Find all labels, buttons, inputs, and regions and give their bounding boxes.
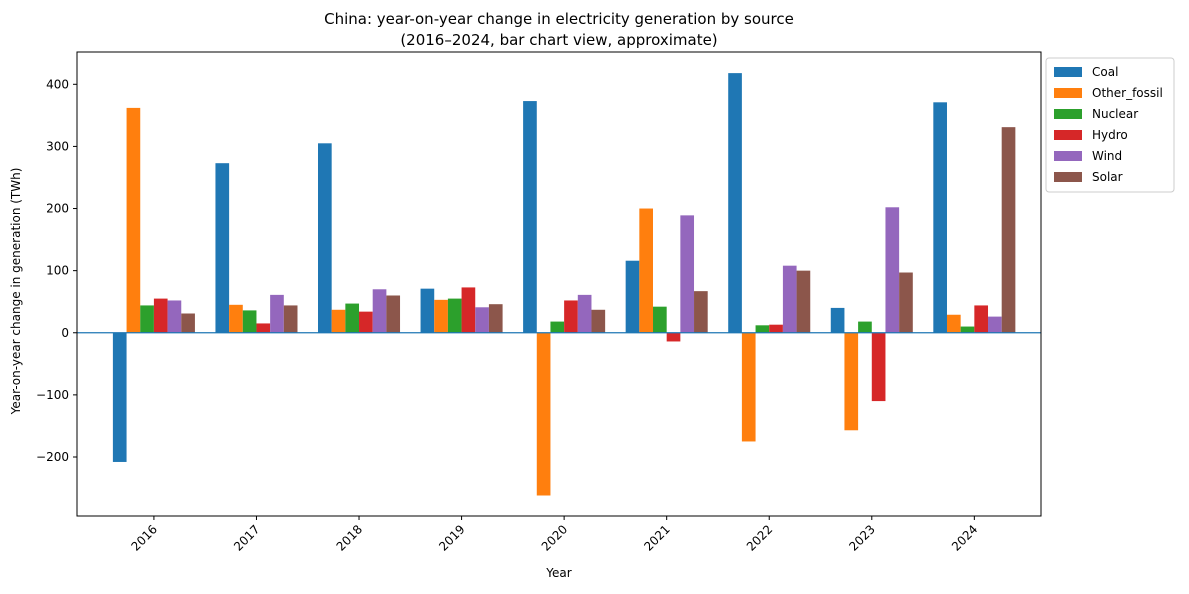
bar-other-fossil-2019 — [434, 299, 448, 333]
bar-nuclear-2022 — [755, 325, 770, 333]
bar-hydro-2020 — [564, 300, 578, 333]
y-tick-label: 100 — [46, 264, 69, 278]
bar-wind-2024 — [988, 316, 1002, 333]
y-axis-ticks: −200 −100 0 100 200 300 400 — [36, 77, 77, 464]
bar-wind-2020 — [577, 294, 592, 333]
y-tick-label: −100 — [36, 388, 69, 402]
bar-nuclear-2018 — [345, 303, 360, 333]
legend-swatch-coal — [1054, 67, 1082, 77]
bar-solar-2023 — [899, 272, 913, 333]
bar-other-fossil-2021 — [639, 208, 653, 333]
bar-hydro-2023 — [871, 332, 886, 402]
bar-coal-2021 — [625, 260, 640, 333]
bar-other-fossil-2022 — [741, 332, 756, 442]
bar-hydro-2024 — [974, 305, 989, 333]
bar-hydro-2021 — [666, 332, 681, 342]
bar-hydro-2022 — [769, 324, 783, 333]
x-tick-label-2022: 2022 — [744, 522, 775, 553]
bar-wind-2016 — [167, 300, 182, 333]
legend-label-solar: Solar — [1092, 170, 1123, 184]
x-tick-label-2024: 2024 — [949, 522, 980, 553]
bar-solar-2016 — [181, 313, 195, 333]
bar-wind-2021 — [680, 215, 695, 333]
chart-title-line-2: (2016–2024, bar chart view, approximate) — [400, 31, 717, 49]
bar-hydro-2018 — [359, 311, 373, 333]
legend-swatch-wind — [1054, 151, 1082, 161]
bar-nuclear-2024 — [960, 326, 975, 333]
bar-solar-2022 — [796, 270, 811, 333]
legend-label-other-fossil: Other_fossil — [1092, 86, 1163, 100]
bar-other-fossil-2016 — [126, 107, 141, 333]
y-tick-label: 0 — [61, 326, 69, 340]
bar-coal-2016 — [112, 332, 127, 462]
legend-label-nuclear: Nuclear — [1092, 107, 1138, 121]
bar-coal-2018 — [318, 143, 332, 333]
bar-coal-2022 — [728, 73, 742, 333]
bar-nuclear-2020 — [550, 321, 565, 333]
bar-coal-2024 — [933, 102, 947, 333]
y-tick-label: 400 — [46, 77, 69, 91]
bar-other-fossil-2018 — [331, 309, 346, 333]
bar-wind-2018 — [372, 289, 387, 333]
legend-swatch-other-fossil — [1054, 88, 1082, 98]
x-axis-ticks: 2016 2017 2018 2019 2020 2021 2022 2023 2024 — [129, 516, 980, 554]
bar-solar-2021 — [694, 291, 708, 333]
chart-title-line-1: China: year-on-year change in electricit… — [324, 10, 794, 28]
legend: Coal Other_fossil Nuclear Hydro Wind Solar — [1045, 57, 1175, 193]
y-axis-label: Year-on-year change in generation (TWh) — [9, 168, 23, 416]
legend-label-wind: Wind — [1092, 149, 1122, 163]
legend-swatch-nuclear — [1054, 109, 1082, 119]
y-tick-label: 300 — [46, 139, 69, 153]
bar-nuclear-2019 — [447, 298, 462, 333]
bar-solar-2020 — [591, 309, 606, 333]
bar-coal-2020 — [523, 101, 537, 333]
bar-solar-2018 — [386, 295, 401, 333]
x-tick-label-2019: 2019 — [436, 522, 467, 553]
x-axis-label: Year — [545, 566, 571, 580]
bar-hydro-2016 — [153, 298, 168, 333]
bar-other-fossil-2024 — [946, 314, 961, 333]
bar-solar-2017 — [283, 305, 298, 333]
x-tick-label-2018: 2018 — [334, 522, 365, 553]
bar-wind-2022 — [782, 265, 797, 333]
bar-coal-2019 — [420, 288, 435, 333]
x-tick-label-2017: 2017 — [231, 522, 262, 553]
x-tick-label-2021: 2021 — [641, 522, 672, 553]
y-tick-label: −200 — [36, 450, 69, 464]
y-tick-label: 200 — [46, 202, 69, 216]
legend-label-coal: Coal — [1092, 65, 1118, 79]
bar-solar-2024 — [1001, 127, 1016, 333]
legend-label-hydro: Hydro — [1092, 128, 1128, 142]
bar-coal-2023 — [830, 307, 845, 333]
bar-wind-2017 — [270, 294, 284, 333]
bars-group — [112, 73, 1016, 496]
legend-swatch-hydro — [1054, 130, 1082, 140]
bar-wind-2019 — [475, 307, 489, 333]
bar-nuclear-2023 — [858, 321, 872, 333]
bar-nuclear-2017 — [242, 310, 257, 333]
bar-solar-2019 — [488, 304, 503, 333]
bar-nuclear-2016 — [140, 305, 154, 333]
x-tick-label-2020: 2020 — [539, 522, 570, 553]
bar-coal-2017 — [215, 163, 230, 333]
x-tick-label-2016: 2016 — [129, 522, 160, 553]
bar-other-fossil-2020 — [536, 332, 551, 496]
bar-hydro-2019 — [461, 287, 476, 333]
bar-hydro-2017 — [256, 323, 271, 333]
bar-nuclear-2021 — [653, 306, 667, 333]
bar-wind-2023 — [885, 207, 900, 333]
plot-frame — [76, 51, 1042, 517]
x-tick-label-2023: 2023 — [846, 522, 877, 553]
bar-other-fossil-2017 — [229, 304, 243, 333]
legend-swatch-solar — [1054, 172, 1082, 182]
bar-other-fossil-2023 — [844, 332, 859, 431]
